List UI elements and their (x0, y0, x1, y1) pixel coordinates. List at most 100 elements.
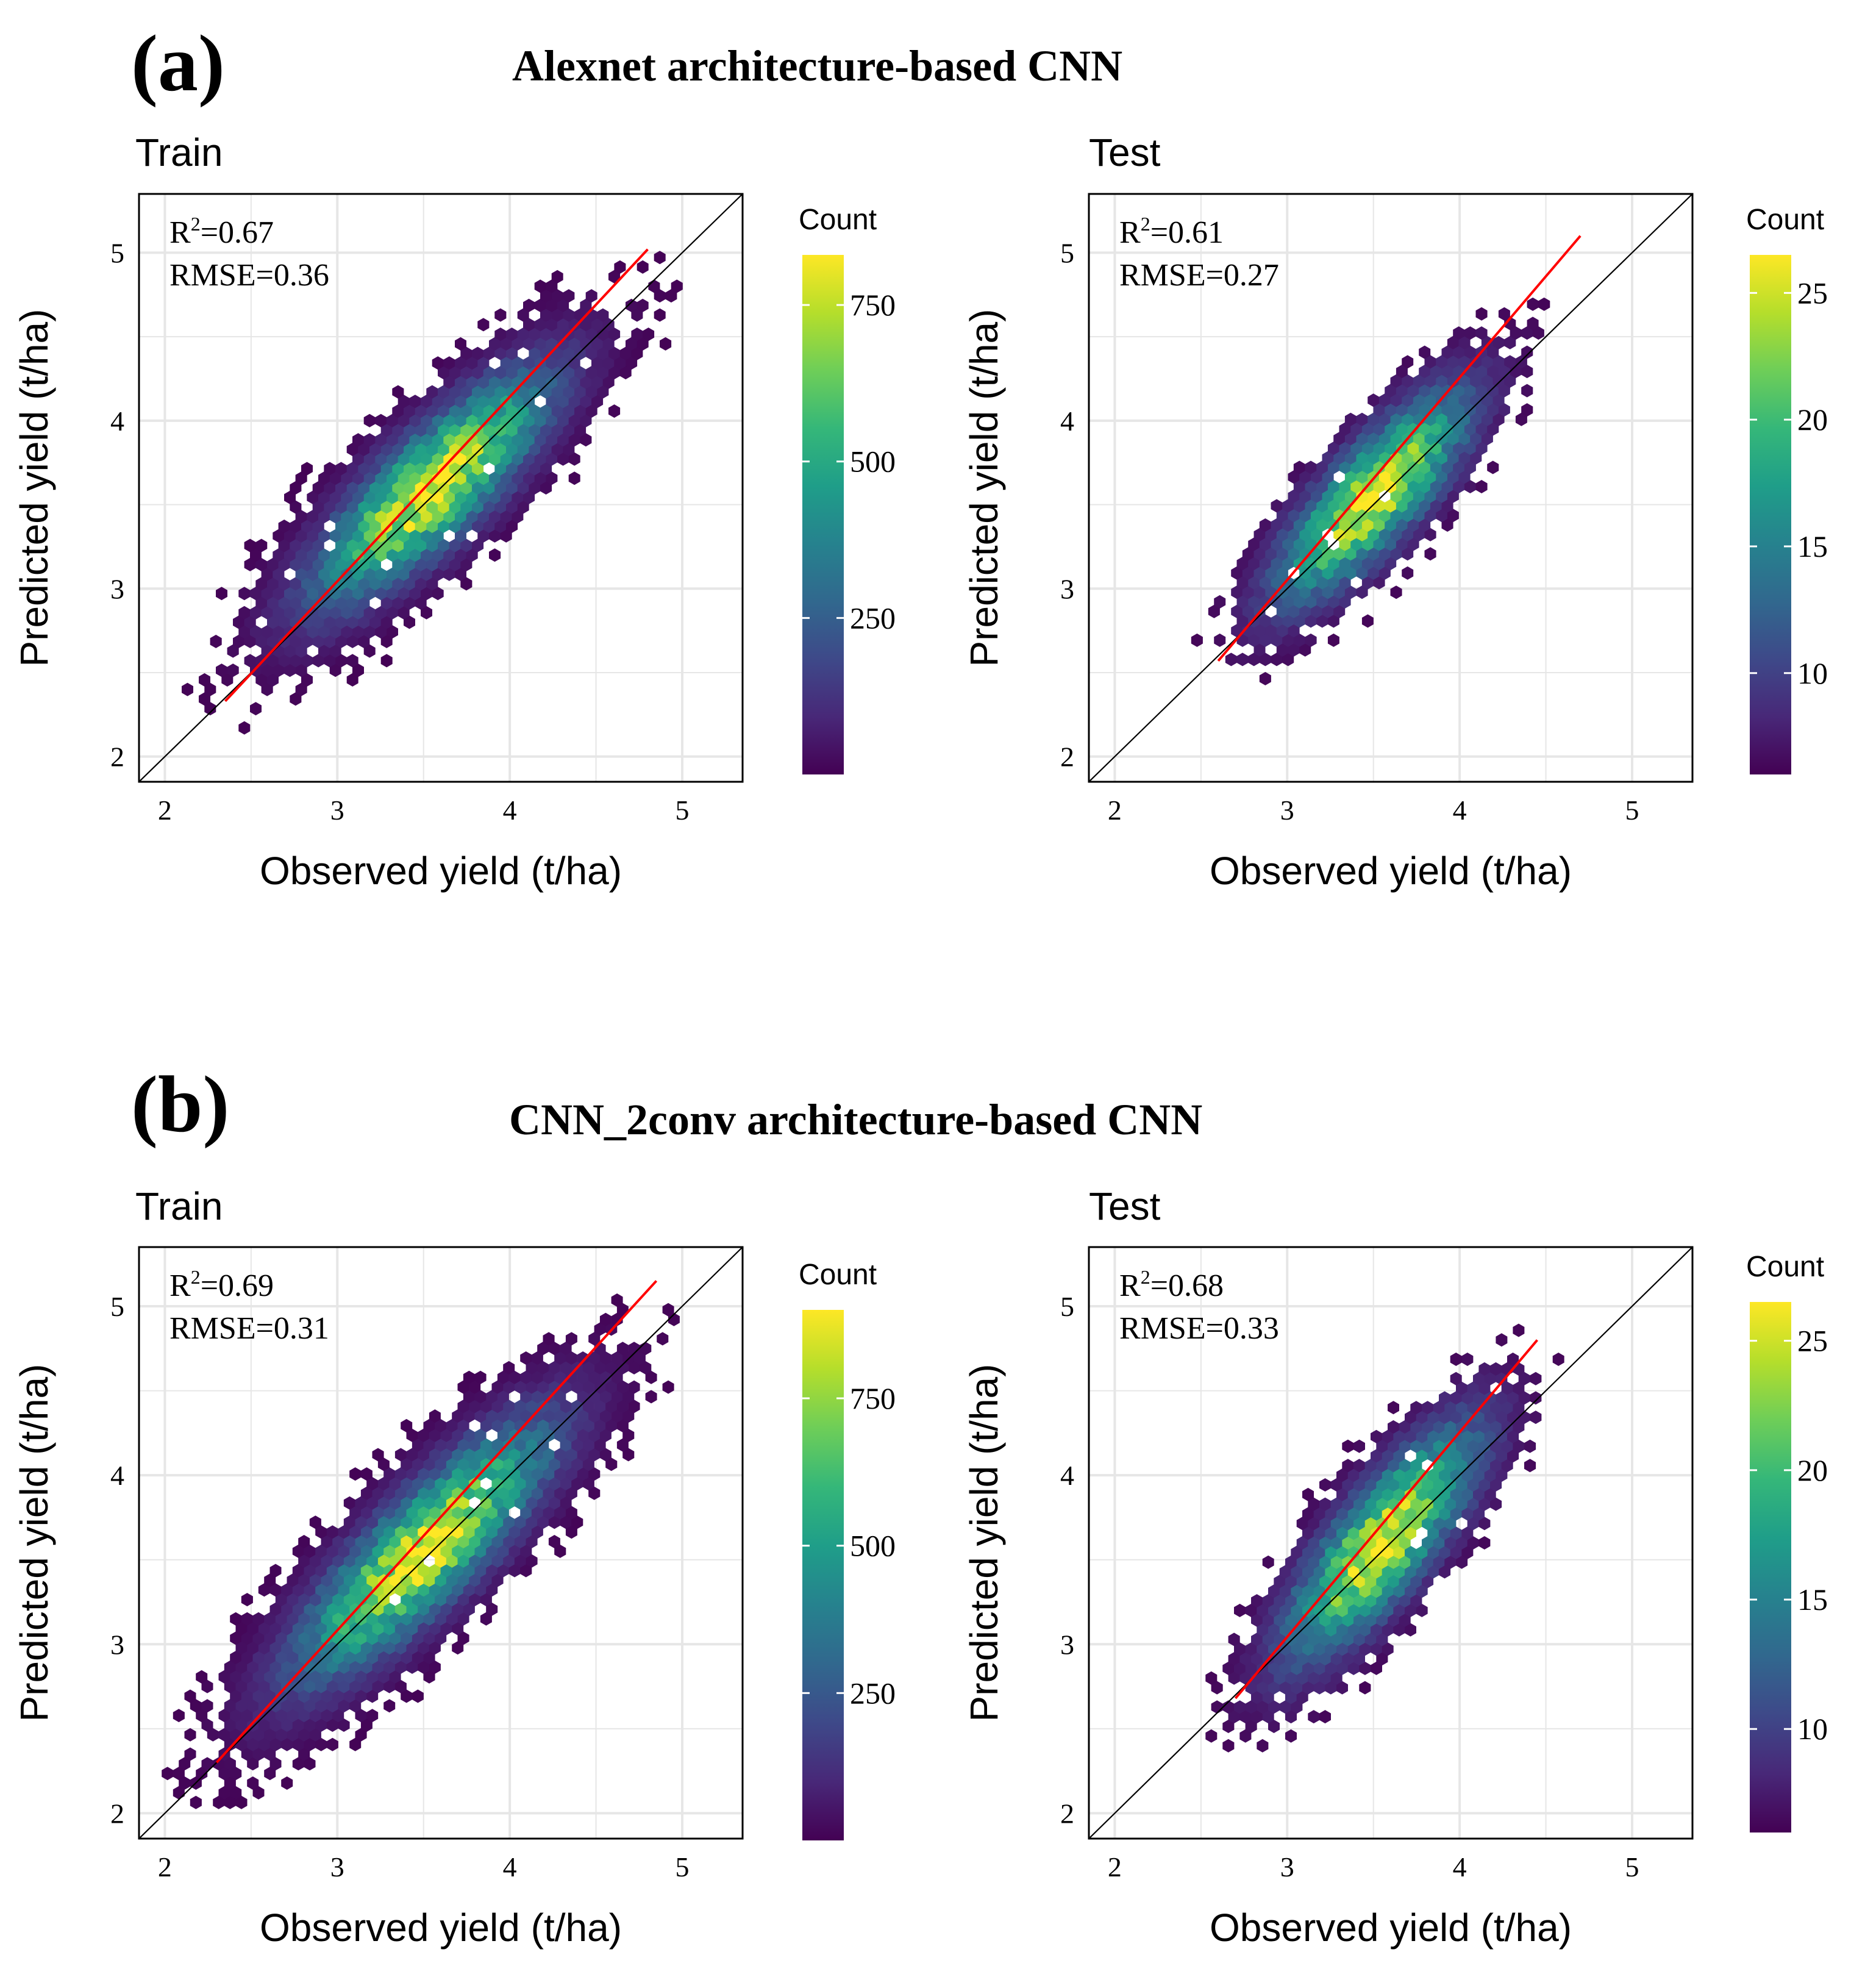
hexbin-cell (565, 1332, 577, 1346)
hexbin-cell (1319, 1652, 1331, 1666)
hexbin-cell (446, 1593, 458, 1607)
hexbin-cell (432, 510, 444, 524)
hexbin-cell (298, 1535, 310, 1548)
hexbin-cell (443, 433, 455, 447)
hexbin-cell (455, 490, 466, 504)
hexbin-cell (1402, 547, 1414, 561)
hexbin-cell (1373, 576, 1385, 590)
hexbin-cell (1299, 489, 1311, 503)
hexbin-cell (304, 1622, 316, 1636)
hexbin-cell (301, 634, 313, 648)
hexbin-cell (551, 327, 563, 341)
hexbin-cell (1342, 1497, 1354, 1511)
hexbin-cell (1390, 547, 1402, 561)
hexbin-cell (375, 452, 387, 466)
hexbin-cell (563, 423, 575, 437)
hexbin-cell (557, 395, 569, 409)
hexbin-cell (440, 1622, 452, 1636)
hexbin-cell (363, 452, 376, 466)
r2-superscript: 2 (191, 213, 201, 235)
hexbin-cell (500, 337, 512, 351)
hexbin-cell (1427, 1507, 1439, 1521)
hexbin-cell (1236, 653, 1249, 667)
hexbin-cell (654, 308, 666, 322)
hexbin-cell (1407, 499, 1419, 513)
hexbin-cell (1259, 671, 1271, 685)
hexbin-cell (1424, 374, 1436, 388)
hexbin-cell (284, 644, 296, 658)
x-tick-label: 3 (330, 1851, 344, 1883)
hexbin-cell (338, 1583, 350, 1597)
hexbin-cell (1521, 326, 1533, 340)
hexbin-cell (457, 1593, 469, 1607)
hexbin-cell (457, 1438, 469, 1452)
hexbin-cell (247, 1622, 259, 1636)
hexbin-cell (435, 1612, 447, 1626)
hexbin-cell (292, 1564, 304, 1578)
hexbin-cell (571, 1380, 583, 1394)
colorbar-title: Count (799, 1259, 877, 1291)
hexbin-cell (457, 1496, 469, 1510)
hexbin-cell (1470, 412, 1482, 426)
hexbin-cell (346, 596, 358, 610)
hexbin-cell (1382, 1429, 1394, 1443)
hexbin-cell (355, 1709, 367, 1723)
hexbin-cell (531, 1525, 543, 1539)
hexbin-cell (1347, 1623, 1360, 1637)
hexbin-cell (349, 1525, 362, 1539)
hexbin-cell (1436, 451, 1448, 465)
hexbin-cell (1253, 547, 1266, 561)
hexbin-cell (392, 538, 404, 552)
hexbin-cell (415, 557, 427, 571)
hexbin-cell (660, 337, 672, 351)
hexbin-cell (1498, 307, 1510, 321)
hexbin-cell (247, 1757, 259, 1771)
hexbin-cell (503, 1418, 515, 1432)
hexbin-cell (369, 615, 381, 629)
hexbin-cell (582, 1360, 594, 1375)
hexbin-cell (1274, 1613, 1286, 1627)
hexbin-cell (375, 490, 387, 504)
hexbin-cell (560, 1477, 572, 1490)
hexbin-cell (244, 557, 256, 571)
hexbin-cell (1353, 1478, 1365, 1492)
hexbin-cell (401, 1477, 413, 1490)
hexbin-cell (1475, 384, 1488, 398)
hexbin-cell (1507, 1391, 1519, 1405)
hexbin-cell (563, 385, 575, 399)
hexbin-cell (343, 1515, 355, 1529)
hexbin-cell (267, 596, 279, 610)
hexbin-cell (1208, 604, 1220, 618)
hexbin-cell (295, 587, 307, 601)
hexbin-cell (418, 1448, 430, 1462)
hexbin-cell (472, 366, 484, 380)
hexbin-cell (1504, 374, 1516, 388)
hexbin-cell (1473, 1429, 1485, 1443)
x-tick-label: 4 (1453, 1851, 1467, 1883)
hexbin-cell (1228, 1632, 1240, 1647)
hexbin-cell (216, 663, 227, 678)
hexbin-cell (1271, 653, 1283, 667)
hexbin-cell (401, 1689, 413, 1703)
hexbin-cell (489, 471, 501, 485)
hexbin-cell (1527, 297, 1539, 311)
hexbin-cell (565, 1506, 577, 1520)
hexbin-cell (383, 1699, 396, 1713)
hexbin-cell (406, 1641, 418, 1655)
hexbin-cell (269, 1679, 282, 1693)
hexbin-cell (1456, 1420, 1468, 1434)
hexbin-cell (392, 404, 404, 418)
hexbin-cell (1492, 374, 1505, 388)
hexbin-cell (1211, 1681, 1223, 1695)
hexbin-cell (520, 1486, 532, 1500)
hexbin-cell (281, 1718, 293, 1732)
hexbin-cell (1296, 1671, 1308, 1685)
hexbin-cell (1376, 1536, 1388, 1550)
hexbin-cell (415, 443, 427, 456)
hexbin-cell (372, 1544, 384, 1558)
hexbin-cell (392, 423, 404, 437)
x-axis-title: Observed yield (t/ha) (260, 1906, 622, 1950)
hexbin-cell (455, 529, 466, 543)
